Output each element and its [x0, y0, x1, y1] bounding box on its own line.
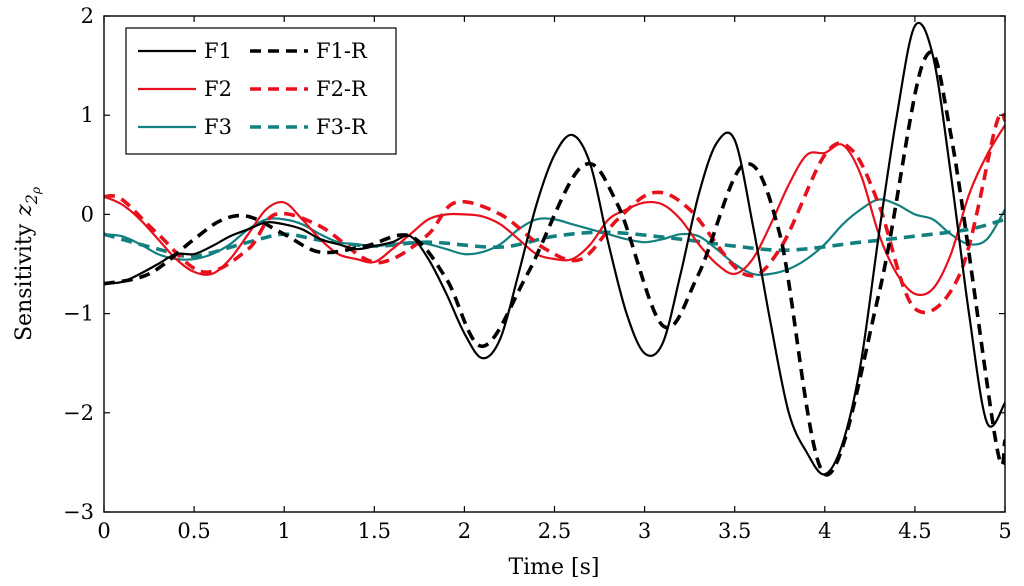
legend: F1 F1-R F2 F2-R F3 F3-R — [125, 27, 397, 155]
y-tick-label: 2 — [81, 4, 94, 28]
x-tick-label: 1.5 — [358, 519, 391, 543]
legend-label-f2-r: F2-R — [316, 77, 368, 101]
x-tick-label: 1 — [278, 519, 291, 543]
x-tick-label: 4 — [818, 519, 831, 543]
series-layer — [104, 21, 1005, 477]
y-axis-label-subsub: ρ — [29, 187, 43, 195]
x-axis-ticks: 0 0.5 1 1.5 2 2.5 3 3.5 4 4.5 5 — [97, 16, 1012, 543]
x-tick-label: 3.5 — [718, 519, 751, 543]
legend-label-f1-r: F1-R — [316, 39, 368, 63]
x-tick-label: 5 — [998, 519, 1011, 543]
series-line-f2-r — [104, 110, 1005, 315]
y-tick-label: 0 — [81, 202, 94, 226]
x-tick-label: 2.5 — [538, 519, 571, 543]
legend-label-f1: F1 — [204, 39, 232, 63]
x-tick-label: 0 — [97, 519, 110, 543]
x-tick-label: 0.5 — [177, 519, 210, 543]
y-axis-ticks: −3 −2 −1 0 1 2 — [63, 4, 1005, 524]
y-axis-label-sub: 2 — [22, 194, 41, 205]
y-tick-label: −2 — [63, 401, 94, 425]
x-axis-label: Time [s] — [508, 555, 599, 580]
y-axis-label: Sensitivity z2ρ — [12, 187, 43, 341]
series-line-f1 — [104, 21, 1005, 476]
y-tick-label: 1 — [81, 103, 94, 127]
x-tick-label: 2 — [458, 519, 471, 543]
y-tick-label: −1 — [63, 302, 94, 326]
x-tick-label: 3 — [638, 519, 651, 543]
legend-box — [125, 27, 397, 155]
legend-label-f3: F3 — [204, 115, 232, 139]
y-tick-label: −3 — [63, 500, 94, 524]
y-axis-label-text: Sensitivity — [12, 223, 37, 341]
legend-label-f2: F2 — [204, 77, 232, 101]
series-line-f1-r — [104, 50, 1005, 477]
x-tick-label: 4.5 — [898, 519, 931, 543]
y-axis-label-symbol: z — [12, 204, 37, 217]
legend-label-f3-r: F3-R — [316, 115, 368, 139]
